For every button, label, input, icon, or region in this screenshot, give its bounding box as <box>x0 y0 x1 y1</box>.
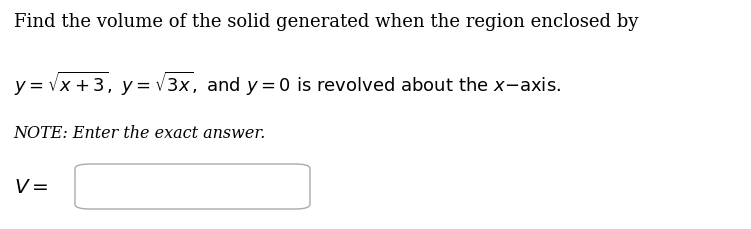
FancyBboxPatch shape <box>75 164 310 209</box>
Text: $y = \sqrt{x+3},\ y = \sqrt{3x},\ $$\mathrm{and}\ y = 0\ \mathrm{is\ revolved\ a: $y = \sqrt{x+3},\ y = \sqrt{3x},\ $$\mat… <box>14 70 561 98</box>
Text: Find the volume of the solid generated when the region enclosed by: Find the volume of the solid generated w… <box>14 13 638 30</box>
Text: NOTE: Enter the exact answer.: NOTE: Enter the exact answer. <box>14 125 266 142</box>
Text: $V =$: $V =$ <box>14 177 48 196</box>
